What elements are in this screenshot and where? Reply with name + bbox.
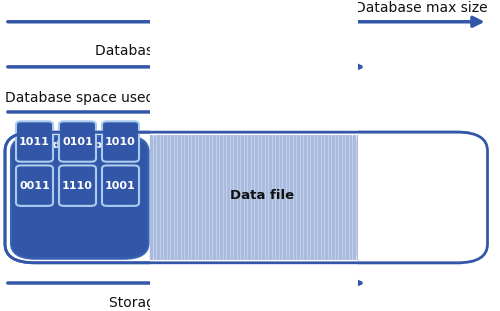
- Bar: [188, 135, 190, 260]
- Bar: [160, 135, 162, 260]
- FancyBboxPatch shape: [102, 165, 139, 206]
- Bar: [241, 135, 242, 260]
- Bar: [336, 135, 337, 260]
- Bar: [262, 135, 264, 260]
- Bar: [322, 135, 323, 260]
- Bar: [339, 135, 340, 260]
- Bar: [297, 135, 298, 260]
- Bar: [182, 135, 183, 260]
- FancyBboxPatch shape: [11, 136, 148, 259]
- Bar: [216, 135, 218, 260]
- Bar: [356, 135, 358, 260]
- Text: Database space allocated: Database space allocated: [95, 44, 275, 58]
- Bar: [286, 135, 288, 260]
- Bar: [314, 135, 316, 260]
- Bar: [300, 135, 302, 260]
- Bar: [192, 135, 194, 260]
- Bar: [168, 135, 169, 260]
- Bar: [272, 135, 274, 260]
- FancyBboxPatch shape: [5, 132, 488, 263]
- Bar: [350, 135, 351, 260]
- Text: Data file: Data file: [230, 189, 294, 202]
- FancyBboxPatch shape: [16, 121, 53, 162]
- Bar: [308, 135, 309, 260]
- Bar: [227, 135, 228, 260]
- Bar: [311, 135, 312, 260]
- Bar: [276, 135, 278, 260]
- Bar: [213, 135, 214, 260]
- Bar: [353, 135, 354, 260]
- Text: Database max size: Database max size: [355, 1, 488, 15]
- Text: 1001: 1001: [105, 181, 136, 191]
- Text: Database space used: Database space used: [5, 91, 154, 105]
- Bar: [280, 135, 281, 260]
- Text: 0101: 0101: [62, 137, 93, 146]
- Bar: [199, 135, 200, 260]
- FancyBboxPatch shape: [59, 165, 96, 206]
- Bar: [342, 135, 344, 260]
- Bar: [178, 135, 180, 260]
- Bar: [328, 135, 330, 260]
- Bar: [258, 135, 260, 260]
- Bar: [294, 135, 295, 260]
- Text: Storage bytes on-disk: Storage bytes on-disk: [109, 296, 261, 310]
- Bar: [255, 135, 256, 260]
- Bar: [202, 135, 204, 260]
- Bar: [157, 135, 158, 260]
- Bar: [266, 135, 267, 260]
- Bar: [154, 135, 155, 260]
- Bar: [325, 135, 326, 260]
- Bar: [332, 135, 334, 260]
- FancyBboxPatch shape: [16, 165, 53, 206]
- Bar: [171, 135, 172, 260]
- Bar: [234, 135, 235, 260]
- Bar: [318, 135, 320, 260]
- Text: 0011: 0011: [19, 181, 50, 191]
- Bar: [252, 135, 253, 260]
- Bar: [269, 135, 270, 260]
- Bar: [210, 135, 211, 260]
- FancyBboxPatch shape: [150, 0, 358, 135]
- Bar: [238, 135, 239, 260]
- Bar: [224, 135, 225, 260]
- Bar: [283, 135, 284, 260]
- Bar: [290, 135, 292, 260]
- FancyBboxPatch shape: [59, 121, 96, 162]
- Bar: [185, 135, 186, 260]
- FancyBboxPatch shape: [150, 135, 358, 260]
- Bar: [304, 135, 306, 260]
- Text: 1110: 1110: [62, 181, 93, 191]
- Bar: [358, 132, 488, 263]
- FancyBboxPatch shape: [102, 121, 139, 162]
- FancyBboxPatch shape: [150, 260, 358, 311]
- Text: Used data pages: Used data pages: [30, 140, 130, 150]
- Bar: [230, 135, 232, 260]
- Bar: [248, 135, 250, 260]
- Bar: [346, 135, 348, 260]
- Bar: [220, 135, 222, 260]
- Bar: [206, 135, 208, 260]
- Text: 1010: 1010: [105, 137, 136, 146]
- Bar: [150, 135, 152, 260]
- Bar: [164, 135, 166, 260]
- Bar: [196, 135, 197, 260]
- Bar: [244, 135, 246, 260]
- Bar: [174, 135, 176, 260]
- FancyBboxPatch shape: [358, 135, 500, 260]
- Text: 1011: 1011: [19, 137, 50, 146]
